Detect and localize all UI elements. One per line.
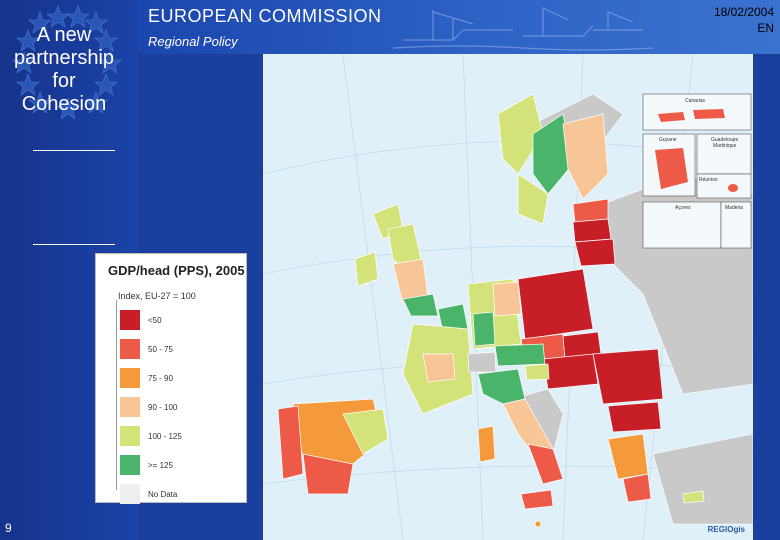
header: EUROPEAN COMMISSION Regional Policy 18/0… — [138, 0, 780, 54]
tagline: A new partnership for Cohesion — [0, 24, 128, 116]
legend-title: GDP/head (PPS), 2005 — [108, 263, 245, 278]
tagline-line: partnership — [13, 47, 115, 69]
legend-label: No Data — [148, 490, 178, 499]
legend-label: 100 - 125 — [148, 432, 182, 441]
tagline-line: for — [52, 70, 76, 92]
tagline-line: Cohesion — [21, 93, 107, 115]
legend-label: 50 - 75 — [148, 345, 173, 354]
eu-stars-logo — [12, 5, 122, 119]
legend-label: >= 125 — [148, 461, 173, 470]
inset-label-guyane: Guyane — [659, 137, 677, 143]
europe-gdp-map: Canarias Guyane Guadeloupe Martinique Ré… — [263, 54, 753, 540]
inset-panels: Canarias Guyane Guadeloupe Martinique Ré… — [642, 93, 752, 249]
header-harbour-illustration — [393, 7, 653, 51]
legend-swatch — [120, 339, 140, 359]
subtitle: Regional Policy — [148, 34, 238, 49]
legend-swatch — [120, 397, 140, 417]
divider — [33, 150, 115, 151]
page-number: 9 — [5, 521, 12, 535]
inset-label-martinique: Martinique — [713, 143, 737, 149]
inset-label-guadeloupe: Guadeloupe — [711, 137, 738, 143]
legend-swatch — [120, 484, 140, 504]
inset-label-madeira: Madeira — [725, 205, 743, 211]
legend-swatch — [120, 310, 140, 330]
inset-label-acores: Açores — [675, 205, 691, 211]
organization-title: EUROPEAN COMMISSION — [148, 6, 382, 26]
tagline-line: A new — [36, 24, 92, 46]
date: 18/02/2004 — [713, 5, 774, 19]
eu-regions — [277, 93, 705, 528]
divider — [33, 244, 115, 245]
legend-axis-line — [116, 300, 117, 490]
regiogis-logo: REGIOgis — [707, 525, 745, 534]
inset-label-canarias: Canarias — [685, 98, 706, 104]
legend-label: <50 — [148, 316, 162, 325]
legend-subtitle: Index, EU-27 = 100 — [118, 291, 196, 301]
language-code: EN — [757, 21, 774, 35]
legend-label: 75 - 90 — [148, 374, 173, 383]
legend-label: 90 - 100 — [148, 403, 178, 412]
legend-swatch — [120, 455, 140, 475]
map-frame: Canarias Guyane Guadeloupe Martinique Ré… — [263, 54, 753, 540]
map-legend: GDP/head (PPS), 2005 Index, EU-27 = 100 … — [95, 253, 247, 504]
inset-label-reunion: Réunion — [699, 177, 718, 183]
date-stamp: 18/02/2004 EN — [714, 4, 774, 36]
legend-swatch — [120, 368, 140, 388]
legend-swatch — [120, 426, 140, 446]
